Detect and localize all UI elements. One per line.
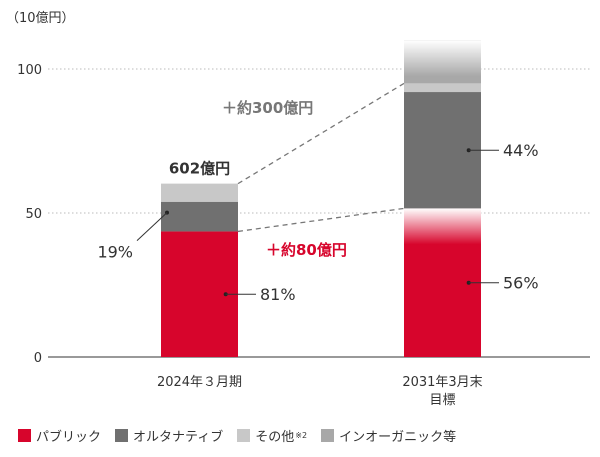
legend-swatch — [18, 429, 31, 442]
y-tick-label: 0 — [34, 351, 42, 366]
bar-fade — [404, 208, 481, 245]
legend-footnote-mark: ※2 — [295, 431, 308, 440]
legend-label: インオーガニック等 — [339, 430, 457, 445]
legend-swatch — [321, 429, 335, 442]
bar-segment — [404, 83, 481, 93]
total-label: 602億円 — [169, 160, 230, 178]
legend-swatch — [237, 429, 251, 442]
legend-item: その他 ※2 — [237, 426, 307, 445]
growth-annotation: ＋約300億円 — [222, 99, 313, 117]
legend-item: オルタナティブ — [115, 426, 223, 445]
y-tick-label: 50 — [25, 207, 42, 222]
growth-annotation: ＋約80億円 — [266, 241, 347, 259]
bar-segment — [161, 201, 238, 232]
legend: パブリック オルタナティブ その他 ※2 インオーガニック等 — [18, 426, 470, 445]
x-tick-label: 2031年3月末 — [402, 375, 482, 390]
legend-item: インオーガニック等 — [321, 426, 456, 445]
legend-label: オルタナティブ — [133, 430, 224, 445]
unit-label: （10億円） — [6, 10, 75, 26]
x-tick-label: 2024年３月期 — [157, 375, 242, 390]
legend-swatch — [115, 429, 129, 442]
percent-label: 19% — [97, 243, 133, 262]
y-tick-label: 100 — [17, 63, 42, 78]
legend-item: パブリック — [18, 426, 101, 445]
x-tick-sublabel: 目標 — [429, 393, 455, 408]
percent-leader — [136, 212, 168, 241]
percent-label: 44% — [503, 141, 539, 160]
legend-label: パブリック — [36, 430, 102, 445]
bar-segment — [161, 183, 238, 202]
percent-label: 56% — [503, 274, 539, 293]
percent-label: 81% — [260, 285, 296, 304]
legend-label: その他 — [255, 430, 295, 445]
growth-connector — [237, 207, 405, 233]
bar-fade — [404, 40, 481, 77]
